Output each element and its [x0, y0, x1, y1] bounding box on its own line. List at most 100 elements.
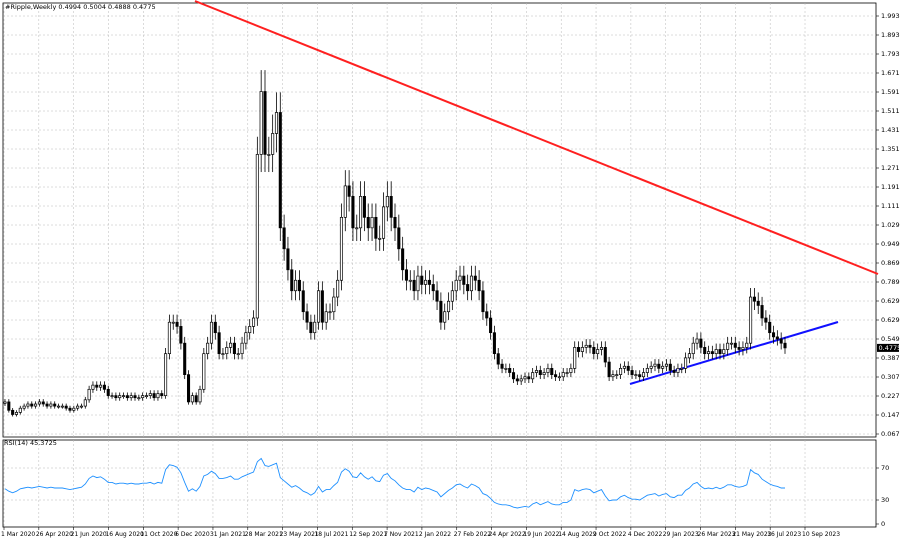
candle-body: [729, 342, 734, 345]
x-tick-label: 4 Dec 2022: [628, 531, 663, 538]
y-tick-label: 1.6710: [881, 69, 900, 77]
candle-body: [412, 279, 416, 292]
rsi-y-tick-label: 70: [881, 464, 889, 472]
candle-body: [550, 368, 554, 375]
candle-body: [408, 279, 412, 282]
candle-body: [676, 368, 680, 373]
x-tick-label: 14 Aug 2022: [558, 531, 597, 538]
candle-body: [504, 368, 508, 370]
candle-body: [309, 321, 313, 334]
candle-body: [511, 372, 516, 380]
blue-support-trendline: [629, 321, 839, 385]
candle-body: [336, 279, 340, 298]
candle-body: [653, 363, 657, 367]
candle-body: [473, 275, 477, 281]
candle-body: [523, 376, 527, 380]
candle-body: [244, 332, 248, 344]
candle-body: [53, 403, 57, 407]
x-tick-label: 7 Nov 2021: [384, 531, 419, 538]
candle-body: [26, 403, 30, 407]
x-tick-label: 16 Aug 2020: [105, 531, 144, 538]
candle-body: [359, 196, 363, 229]
candle-body: [672, 370, 676, 373]
candle-body: [297, 279, 301, 292]
x-tick-label: 2 Jan 2022: [419, 531, 451, 538]
candle-body: [282, 227, 286, 250]
candle-body: [225, 347, 229, 355]
x-tick-label: 31 Jan 2021: [210, 531, 246, 538]
candle-body: [179, 326, 183, 344]
candle-body: [160, 393, 164, 396]
candle-body: [175, 321, 179, 327]
candle-body: [290, 269, 294, 292]
candle-body: [534, 370, 539, 373]
candle-body: [164, 353, 168, 396]
candle-body: [362, 196, 366, 218]
candle-body: [198, 388, 202, 403]
trendlines: [194, 0, 879, 385]
rsi-panel-frame: [2, 439, 877, 528]
candle-body: [580, 347, 584, 352]
candle-body: [99, 384, 103, 388]
candle-body: [133, 395, 137, 399]
candle-body: [301, 290, 305, 313]
candle-body: [607, 361, 611, 378]
candle-body: [106, 388, 110, 396]
candle-body: [381, 206, 386, 239]
candle-body: [546, 368, 550, 373]
candle-body: [745, 342, 749, 348]
candle-body: [286, 248, 290, 271]
candle-body: [481, 290, 485, 313]
candle-body: [557, 376, 561, 379]
candle-body: [664, 363, 669, 367]
candle-body: [56, 405, 61, 408]
chart-title: #Ripple,Weekly 0.4994 0.5004 0.4888 0.47…: [5, 3, 156, 11]
candle-body: [339, 216, 344, 281]
x-tick-label: 11 Oct 2020: [140, 531, 177, 538]
candle-body: [565, 372, 569, 374]
candle-body: [370, 216, 374, 229]
candle-body: [3, 401, 7, 404]
candle-body: [424, 279, 428, 285]
candle-body: [446, 300, 451, 313]
candle-body: [316, 290, 321, 323]
candle-body: [768, 321, 772, 334]
candle-body: [615, 374, 619, 376]
candle-body: [129, 395, 133, 399]
y-tick-label: 1.2710: [881, 164, 900, 172]
candle-body: [118, 395, 122, 399]
candle-body: [141, 395, 145, 399]
candle-body: [519, 378, 523, 382]
candle-body: [531, 372, 535, 380]
candle-body: [11, 409, 15, 415]
candle-body: [466, 284, 470, 292]
candle-body: [458, 275, 462, 281]
rsi-y-tick-label: 0: [881, 520, 885, 528]
candle-body: [313, 321, 317, 334]
candle-body: [209, 321, 214, 344]
candle-body: [355, 227, 359, 230]
x-tick-label: 9 Oct 2022: [593, 531, 626, 538]
candle-body: [515, 378, 519, 382]
rsi-y-tick-label: 30: [881, 496, 889, 504]
x-tick-label: 6 Dec 2020: [175, 531, 210, 538]
y-tick-label: 1.8930: [881, 31, 900, 39]
candle-body: [749, 296, 753, 344]
candle-body: [171, 321, 175, 324]
candle-body: [22, 405, 26, 409]
candle-body: [202, 353, 206, 390]
candle-body: [125, 395, 129, 399]
candle-body: [619, 368, 623, 375]
candle-body: [477, 279, 481, 292]
candle-body: [91, 384, 95, 390]
candle-body: [668, 363, 672, 371]
candle-body: [699, 338, 703, 348]
candle-body: [542, 372, 546, 375]
candles: [3, 70, 787, 417]
